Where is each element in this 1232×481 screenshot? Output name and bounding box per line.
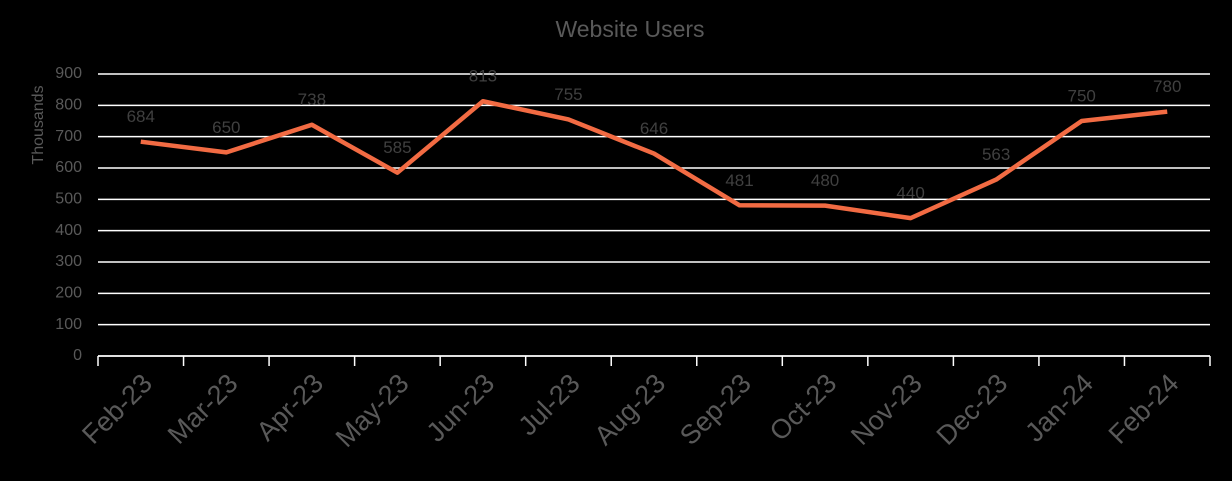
data-line <box>140 99 1168 221</box>
data-label: 755 <box>554 85 582 104</box>
y-tick-label: 600 <box>55 159 82 176</box>
data-label: 738 <box>298 90 326 109</box>
y-tick-label: 100 <box>55 316 82 333</box>
y-tick-label: 200 <box>55 285 82 302</box>
data-label: 750 <box>1068 86 1096 105</box>
data-label: 650 <box>212 118 240 137</box>
data-label: 684 <box>127 107 155 126</box>
data-label: 646 <box>640 119 668 138</box>
y-tick-label: 900 <box>55 65 82 82</box>
data-label: 440 <box>896 184 924 203</box>
y-tick-label: 300 <box>55 253 82 270</box>
data-label: 585 <box>383 138 411 157</box>
y-tick-label: 0 <box>73 347 82 364</box>
data-label: 813 <box>469 67 497 86</box>
y-tick-label: 500 <box>55 191 82 208</box>
y-tick-label: 800 <box>55 97 82 114</box>
data-label: 480 <box>811 171 839 190</box>
y-tick-label: 700 <box>55 128 82 145</box>
y-axis-label: Thousands <box>30 85 47 164</box>
y-tick-label: 400 <box>55 222 82 239</box>
data-label: 780 <box>1153 77 1181 96</box>
data-label: 481 <box>725 171 753 190</box>
chart-title: Website Users <box>555 16 704 42</box>
data-label: 563 <box>982 145 1010 164</box>
